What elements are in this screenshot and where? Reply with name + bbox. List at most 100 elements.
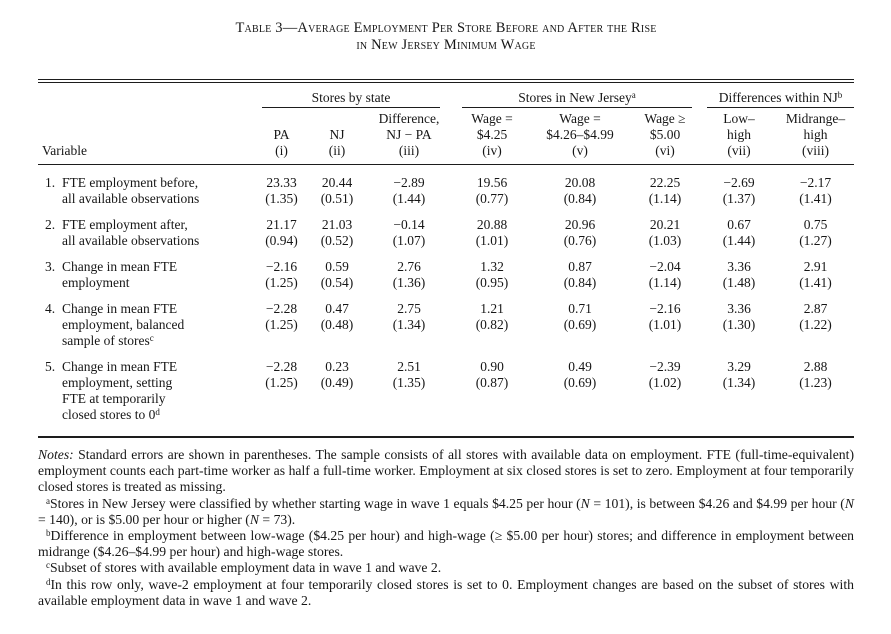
value-cell: −2.28 (1.25) <box>254 349 309 437</box>
table-title: Table 3—Average Employment Per Store Bef… <box>38 20 854 54</box>
standard-error: (0.51) <box>320 191 354 206</box>
footnote-b: bDifference in employment between low-wa… <box>38 528 854 560</box>
standard-error: (1.34) <box>392 317 426 332</box>
column-header-wage-425: Wage = $4.25 (iv) <box>453 108 531 165</box>
standard-error: (1.30) <box>722 317 756 332</box>
standard-error: (0.84) <box>563 191 597 206</box>
standard-error: (1.23) <box>799 375 832 390</box>
table-header: Variable Stores by state Stores in New Je… <box>38 81 854 165</box>
estimate: 22.25 <box>649 175 681 190</box>
value-cell: 20.08 (0.84) <box>531 165 629 208</box>
value-cell: 1.32 (0.95) <box>453 249 531 291</box>
value-cell: −2.16 (1.25) <box>254 249 309 291</box>
standard-error: (1.34) <box>722 375 756 390</box>
footnote-d: dIn this row only, wave-2 employment at … <box>38 576 854 608</box>
estimate: 20.08 <box>564 175 596 190</box>
estimate: 2.91 <box>803 259 828 274</box>
column-header-difference-nj-pa: Difference, NJ − PA (iii) <box>365 108 453 165</box>
value-cell: −2.39 (1.02) <box>629 349 701 437</box>
value-cell: 23.33 (1.35) <box>254 165 309 208</box>
standard-error: (1.35) <box>392 375 426 390</box>
estimate: 0.71 <box>568 301 592 316</box>
standard-error: (0.76) <box>563 233 597 248</box>
value-cell: 2.88 (1.23) <box>777 349 854 437</box>
estimate: 2.88 <box>803 359 828 374</box>
estimate: 3.36 <box>727 301 751 316</box>
value-cell: 0.71 (0.69) <box>531 291 629 349</box>
value-cell: 0.90 (0.87) <box>453 349 531 437</box>
estimate: 2.76 <box>397 259 421 274</box>
table-row-3: 3. Change in mean FTE employment −2.16 (1.25… <box>38 249 854 291</box>
standard-error: (0.52) <box>320 233 354 248</box>
estimate: 1.32 <box>480 259 504 274</box>
table-title-line-1: Table 3—Average Employment Per Store Bef… <box>235 20 657 36</box>
value-cell: 2.51 (1.35) <box>365 349 453 437</box>
estimate: −2.28 <box>265 359 298 374</box>
value-cell: 3.36 (1.30) <box>701 291 777 349</box>
standard-error: (1.44) <box>392 191 426 206</box>
standard-error: (1.03) <box>648 233 682 248</box>
variable-label: 2. FTE employment after, all available obs… <box>45 217 200 248</box>
estimate: 23.33 <box>266 175 297 190</box>
estimate: 21.17 <box>266 217 297 232</box>
value-cell: 0.59 (0.54) <box>309 249 365 291</box>
estimate: −0.14 <box>393 217 425 232</box>
estimate: 21.03 <box>321 217 353 232</box>
value-cell: 0.23 (0.49) <box>309 349 365 437</box>
value-cell: 19.56 (0.77) <box>453 165 531 208</box>
column-header-wage-426-499: Wage = $4.26–$4.99 (v) <box>531 108 629 165</box>
value-cell: 3.29 (1.34) <box>701 349 777 437</box>
estimate: −2.28 <box>265 301 298 316</box>
standard-error: (0.84) <box>563 275 597 290</box>
table-row-2: 2. FTE employment after, all available obs… <box>38 207 854 249</box>
estimate: 20.21 <box>649 217 681 232</box>
value-cell: 0.47 (0.48) <box>309 291 365 349</box>
standard-error: (1.25) <box>265 317 298 332</box>
column-header-midrange-high: Midrange– high (viii) <box>777 108 854 165</box>
standard-error: (1.36) <box>392 275 426 290</box>
standard-error: (1.41) <box>799 275 832 290</box>
estimate: 1.21 <box>480 301 504 316</box>
group-header-stores-in-new-jersey: Stores in New Jerseya <box>453 81 701 108</box>
standard-error: (0.54) <box>320 275 354 290</box>
value-cell: 20.21 (1.03) <box>629 207 701 249</box>
table-row-1: 1. FTE employment before, all available ob… <box>38 165 854 208</box>
value-cell: 1.21 (0.82) <box>453 291 531 349</box>
estimate: 3.36 <box>727 259 751 274</box>
standard-error: (0.95) <box>475 275 509 290</box>
table-body: 1. FTE employment before, all available ob… <box>38 165 854 438</box>
value-cell: −2.28 (1.25) <box>254 291 309 349</box>
value-cell: −2.69 (1.37) <box>701 165 777 208</box>
estimate: 0.49 <box>568 359 592 374</box>
value-cell: 20.88 (1.01) <box>453 207 531 249</box>
estimate: 19.56 <box>476 175 508 190</box>
estimate: 2.87 <box>803 301 828 316</box>
notes-paragraph: Notes: Standard errors are shown in pare… <box>38 447 854 495</box>
standard-error: (0.69) <box>563 317 597 332</box>
standard-error: (0.82) <box>475 317 509 332</box>
standard-error: (1.01) <box>475 233 509 248</box>
standard-error: (1.22) <box>799 317 832 332</box>
standard-error: (1.14) <box>648 191 682 206</box>
value-cell: 2.75 (1.34) <box>365 291 453 349</box>
employment-table: Variable Stores by state Stores in New Je… <box>38 79 854 438</box>
standard-error: (0.87) <box>475 375 509 390</box>
column-header-nj: NJ (ii) <box>309 108 365 165</box>
footnote-c: cSubset of stores with available employm… <box>46 560 442 576</box>
estimate: −2.16 <box>265 259 298 274</box>
column-header-pa: PA (i) <box>254 108 309 165</box>
standard-error: (1.25) <box>265 375 298 390</box>
value-cell: 20.96 (0.76) <box>531 207 629 249</box>
value-cell: −2.16 (1.01) <box>629 291 701 349</box>
column-header-low-high: Low– high (vii) <box>701 108 777 165</box>
estimate: 20.44 <box>321 175 353 190</box>
value-cell: 0.67 (1.44) <box>701 207 777 249</box>
column-header-row: PA (i) NJ (ii) Difference, NJ − PA (iii) Wage =… <box>38 108 854 165</box>
value-cell: 2.87 (1.22) <box>777 291 854 349</box>
estimate: −2.89 <box>393 175 425 190</box>
group-header-row: Variable Stores by state Stores in New Je… <box>38 81 854 165</box>
standard-error: (1.37) <box>722 191 756 206</box>
estimate: 0.47 <box>325 301 349 316</box>
estimate: 20.88 <box>476 217 508 232</box>
value-cell: −2.17 (1.41) <box>777 165 854 208</box>
